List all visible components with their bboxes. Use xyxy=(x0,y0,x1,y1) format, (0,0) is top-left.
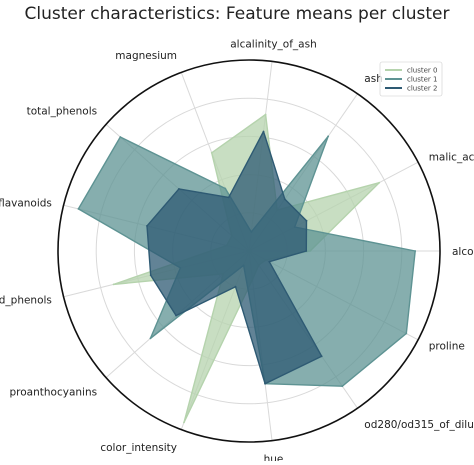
data-point xyxy=(183,421,185,424)
legend-label: cluster 2 xyxy=(407,85,438,93)
legend-label: cluster 0 xyxy=(407,67,438,75)
series-2 xyxy=(146,130,323,385)
data-point xyxy=(210,151,213,154)
data-point xyxy=(264,113,267,116)
data-point xyxy=(414,250,417,252)
axis-label: ash xyxy=(364,73,383,85)
data-point xyxy=(175,314,178,317)
legend-label: cluster 1 xyxy=(407,76,438,84)
data-point xyxy=(264,382,266,385)
data-point xyxy=(268,260,271,263)
data-point xyxy=(146,225,148,227)
axis-label: flavanoids xyxy=(0,197,52,209)
data-point xyxy=(112,283,115,286)
axis-label: magnesium xyxy=(115,50,177,62)
data-point xyxy=(305,250,308,252)
axis-label: hue xyxy=(264,454,284,462)
data-point xyxy=(305,219,308,222)
data-point xyxy=(234,285,237,288)
data-point xyxy=(119,136,122,138)
data-point xyxy=(327,135,330,138)
data-point xyxy=(262,130,265,133)
chart-title: Cluster characteristics: Feature means p… xyxy=(24,4,449,24)
axis-label: proanthocyanins xyxy=(10,387,98,399)
axis-label: color_intensity xyxy=(100,442,177,454)
data-point xyxy=(227,196,230,199)
data-point xyxy=(149,274,152,277)
axis-label: alcalinity_of_ash xyxy=(230,39,316,51)
data-point xyxy=(341,385,344,388)
axis-label: nonflavanoid_phenols xyxy=(0,295,52,307)
data-point xyxy=(378,181,381,184)
data-point xyxy=(77,208,80,210)
outer-frame xyxy=(57,59,441,443)
series-layer xyxy=(77,113,417,424)
series-area xyxy=(146,130,323,385)
data-point xyxy=(283,198,286,201)
axis-label: od280/od315_of_diluted_wines xyxy=(364,419,474,431)
data-point xyxy=(178,188,180,190)
axis-label: total_phenols xyxy=(27,105,98,117)
data-point xyxy=(224,187,227,190)
data-point xyxy=(405,332,408,335)
axis-labels: alcohol malic_acid ash alcalinity_of_ashmag… xyxy=(0,39,474,465)
axis-label: alcohol xyxy=(452,246,474,258)
data-point xyxy=(149,337,152,340)
data-point xyxy=(320,355,323,358)
axis-label: malic_acid xyxy=(429,152,474,164)
axis-label: proline xyxy=(429,340,465,352)
